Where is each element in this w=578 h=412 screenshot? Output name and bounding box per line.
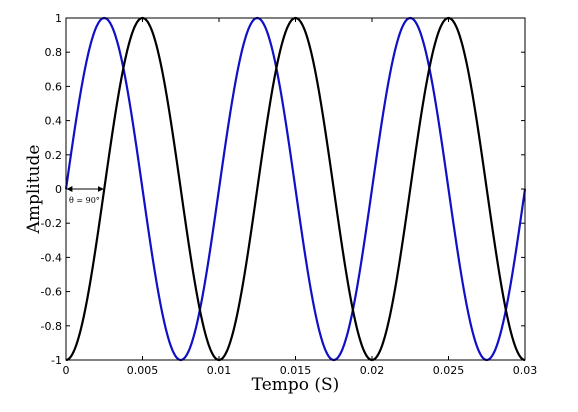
- x-tick-label: 0.015: [280, 364, 312, 377]
- y-tick-label: 0.8: [45, 46, 63, 59]
- y-tick-label: 0.6: [45, 80, 63, 93]
- x-axis-title: Tempo (S): [252, 375, 340, 395]
- y-tick-label: -0.2: [41, 217, 62, 230]
- y-tick-label: 0.2: [45, 149, 63, 162]
- x-tick-label: 0.005: [127, 364, 159, 377]
- y-tick-label: -0.8: [41, 320, 62, 333]
- y-tick-label: -0.4: [41, 251, 62, 264]
- phase-annotation-label: θ = 90°: [69, 196, 100, 205]
- series-line-1: [64, 16, 527, 362]
- x-tick-label: 0: [63, 364, 70, 377]
- x-tick-label: 0.03: [513, 364, 538, 377]
- x-tick-label: 0.02: [360, 364, 385, 377]
- x-tick-label: 0.025: [433, 364, 465, 377]
- y-tick-label: -0.6: [41, 286, 62, 299]
- y-tick-label: 1: [55, 12, 62, 25]
- x-axis-ticks: 0 0.005 0.01 0.015 0.02 0.025 0.03: [63, 18, 538, 377]
- y-axis-title: Amplitude: [24, 145, 44, 235]
- phase-annotation: θ = 90°: [66, 186, 104, 205]
- y-axis-ticks: 1 0.8 0.6 0.4 0.2 0 -0.2 -0.4 -0.6 -0.8 -1: [41, 12, 525, 367]
- y-tick-label: 0.4: [45, 115, 63, 128]
- y-tick-label: -1: [51, 354, 62, 367]
- y-tick-label: 0: [55, 183, 62, 196]
- x-tick-label: 0.01: [207, 364, 232, 377]
